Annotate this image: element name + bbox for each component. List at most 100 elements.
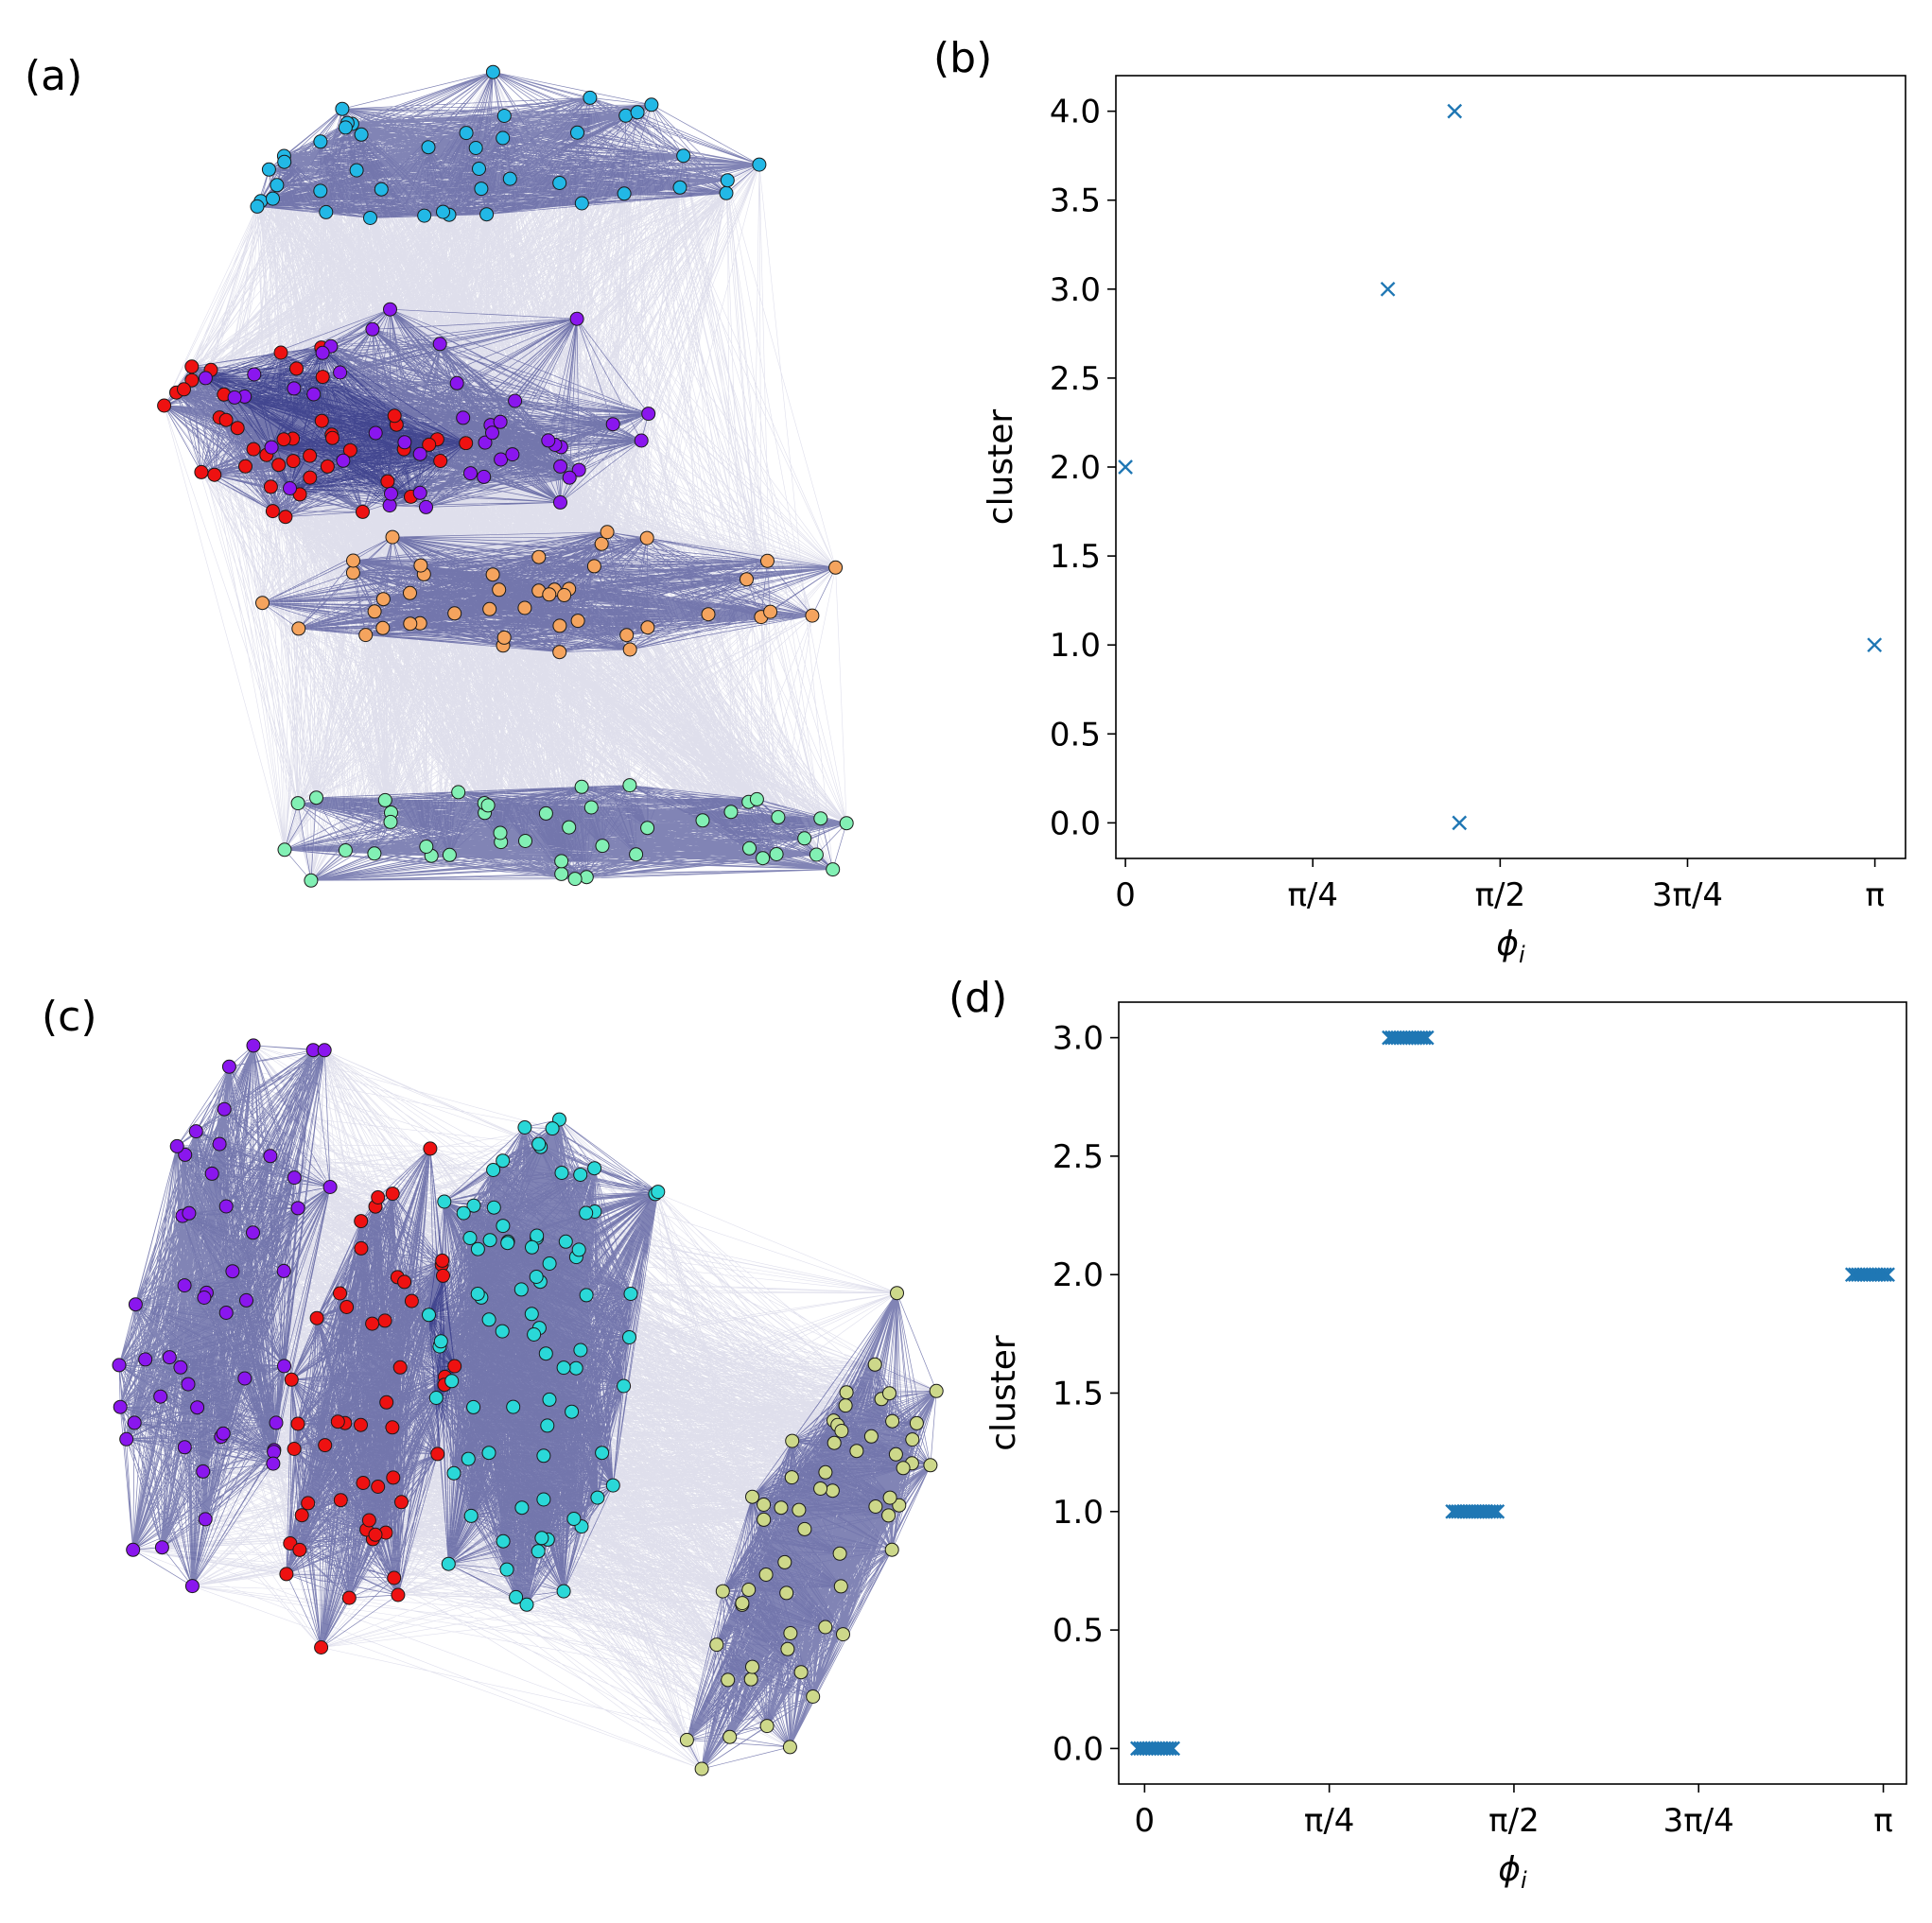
network-node bbox=[534, 1531, 549, 1546]
network-node bbox=[422, 1308, 436, 1323]
network-node bbox=[247, 367, 262, 382]
network-node bbox=[126, 1542, 141, 1557]
data-point-marker bbox=[1380, 281, 1396, 297]
network-node bbox=[177, 382, 191, 397]
network-node bbox=[225, 1264, 240, 1279]
network-node bbox=[237, 1371, 252, 1386]
x-tick-label: π/4 bbox=[1304, 1802, 1355, 1840]
network-node bbox=[531, 549, 547, 564]
network-node bbox=[318, 1438, 333, 1453]
data-point-marker bbox=[1447, 103, 1463, 119]
network-node bbox=[827, 1435, 842, 1450]
network-node bbox=[774, 1500, 789, 1516]
network-node bbox=[538, 1346, 553, 1361]
network-node bbox=[345, 565, 360, 580]
y-tick-label: 0.0 bbox=[1053, 1730, 1104, 1768]
network-node bbox=[639, 530, 654, 546]
network-node bbox=[271, 458, 287, 473]
network-node bbox=[525, 1239, 539, 1255]
y-tick-label: 1.0 bbox=[1050, 627, 1101, 665]
network-node bbox=[586, 559, 601, 574]
network-node bbox=[757, 1498, 772, 1512]
network-node bbox=[412, 446, 427, 461]
network-node bbox=[382, 498, 397, 513]
network-node bbox=[435, 1253, 450, 1268]
network-node bbox=[740, 572, 754, 587]
network-node bbox=[277, 842, 292, 858]
network-node bbox=[849, 1444, 864, 1459]
y-tick-label: 4.0 bbox=[1050, 94, 1101, 131]
network-node bbox=[238, 459, 252, 474]
network-node bbox=[715, 1584, 730, 1599]
network-node bbox=[314, 1640, 329, 1654]
data-point-marker bbox=[1159, 1741, 1175, 1757]
network-node bbox=[325, 430, 339, 445]
network-node bbox=[562, 470, 577, 485]
network-node bbox=[579, 1205, 594, 1221]
network-node bbox=[404, 1293, 419, 1308]
network-node bbox=[480, 798, 496, 813]
network-node bbox=[138, 1352, 153, 1367]
network-node bbox=[536, 1448, 551, 1464]
network-node bbox=[433, 1334, 448, 1349]
network-node bbox=[470, 1241, 485, 1256]
network-node bbox=[294, 1508, 309, 1523]
network-node bbox=[590, 1490, 605, 1505]
network-node bbox=[890, 1286, 904, 1301]
network-node bbox=[365, 1316, 380, 1331]
network-node bbox=[818, 1620, 833, 1635]
network-node bbox=[361, 1513, 376, 1528]
network-node bbox=[358, 628, 374, 643]
data-point-marker bbox=[1877, 1267, 1892, 1283]
network-node bbox=[422, 437, 437, 452]
network-node bbox=[634, 433, 649, 448]
network-node bbox=[387, 1570, 402, 1585]
network-node bbox=[375, 620, 391, 635]
network-node bbox=[579, 870, 594, 885]
network-node bbox=[371, 1190, 386, 1204]
network-node bbox=[385, 1420, 400, 1435]
network-node bbox=[517, 600, 532, 615]
network-node bbox=[882, 1490, 897, 1505]
network-node bbox=[456, 1205, 471, 1221]
network-node bbox=[430, 1447, 445, 1462]
network-node bbox=[315, 345, 330, 360]
x-axis-label-subscript: i bbox=[1519, 942, 1525, 968]
network-node bbox=[720, 173, 735, 188]
network-node bbox=[472, 162, 486, 176]
network-node bbox=[383, 302, 397, 317]
network-node bbox=[784, 1470, 799, 1485]
network-node bbox=[403, 585, 417, 600]
network-node bbox=[333, 1286, 347, 1301]
network-node bbox=[553, 459, 568, 474]
network-node bbox=[386, 1470, 401, 1485]
network-node bbox=[277, 1359, 291, 1374]
network-node bbox=[194, 464, 209, 479]
network-node bbox=[363, 211, 377, 225]
network-node bbox=[190, 1400, 205, 1415]
network-node bbox=[518, 834, 532, 848]
network-node bbox=[542, 1256, 557, 1271]
network-node bbox=[493, 414, 508, 429]
network-node bbox=[630, 105, 645, 120]
network-node bbox=[486, 1163, 501, 1177]
network-node bbox=[218, 412, 234, 427]
network-node bbox=[436, 1268, 450, 1283]
network-node bbox=[367, 604, 382, 619]
network-node bbox=[826, 862, 841, 877]
network-node bbox=[828, 560, 844, 575]
network-node bbox=[462, 1231, 478, 1245]
network-node bbox=[513, 1282, 529, 1297]
network-node bbox=[278, 510, 293, 525]
network-node bbox=[287, 1442, 302, 1456]
network-node bbox=[289, 361, 304, 376]
network-node bbox=[313, 134, 328, 149]
x-axis-label: ϕi bbox=[1496, 925, 1525, 968]
network-node bbox=[287, 381, 302, 396]
network-c-edges bbox=[118, 1045, 937, 1770]
network-node bbox=[618, 108, 634, 123]
network-node bbox=[496, 109, 512, 123]
data-point-marker bbox=[1487, 1503, 1503, 1519]
network-node bbox=[496, 630, 512, 645]
network-node bbox=[479, 207, 495, 222]
